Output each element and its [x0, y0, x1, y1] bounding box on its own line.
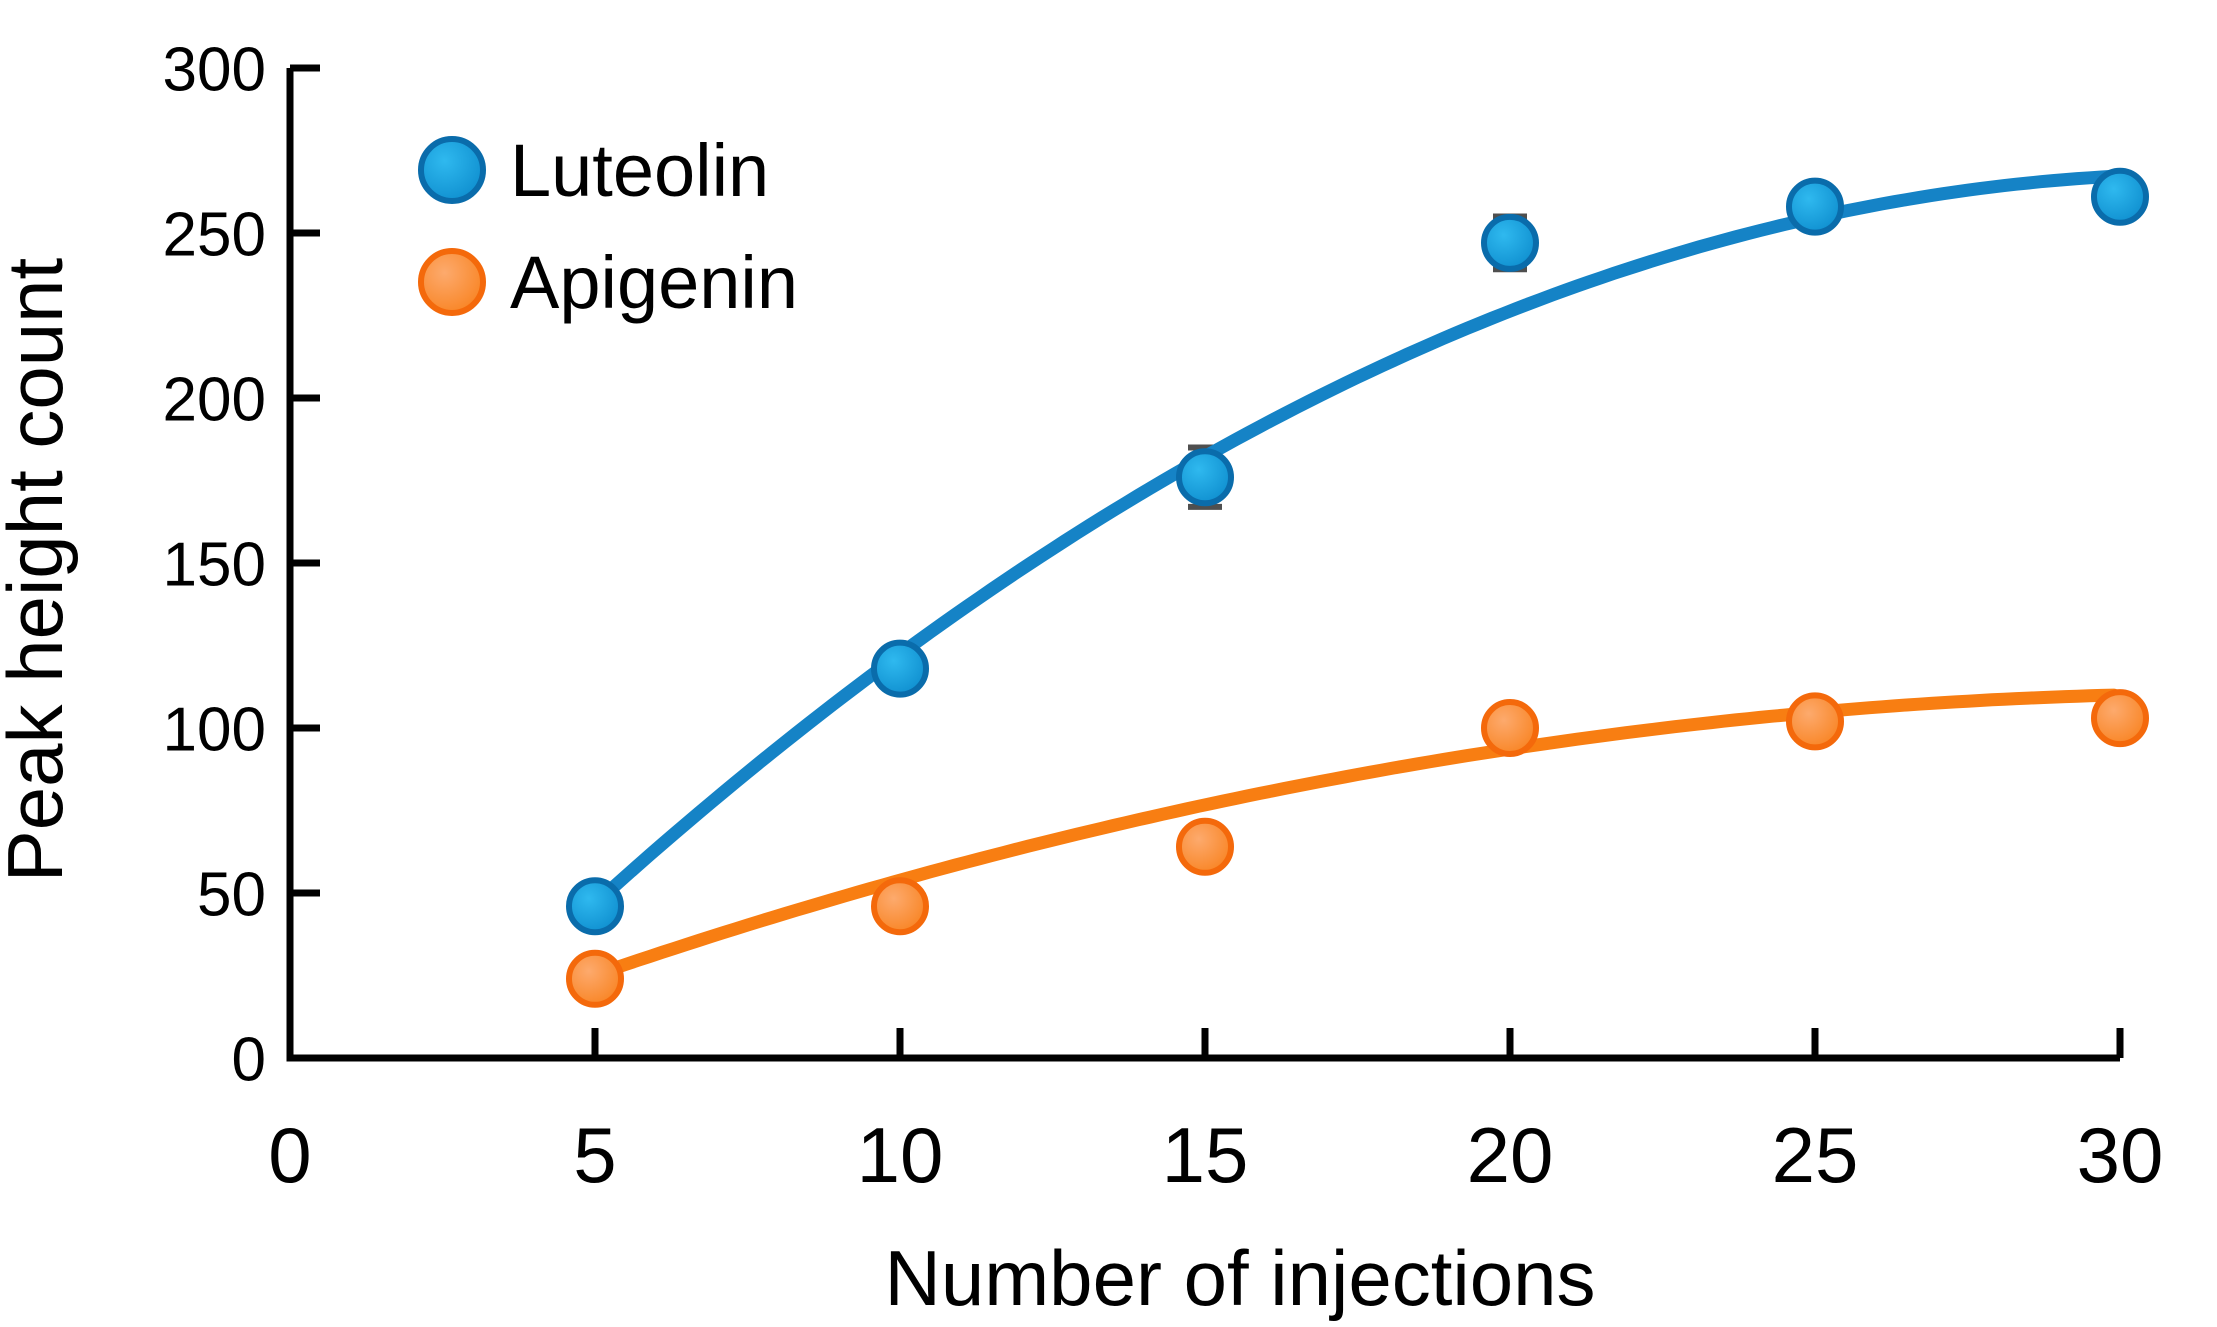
- trend-curve-luteolin: [582, 169, 2121, 916]
- y-tick-label: 0: [232, 1025, 266, 1094]
- legend-marker-luteolin: [418, 136, 486, 204]
- series-points-apigenin: [566, 689, 2149, 1008]
- data-point-luteolin: [871, 639, 929, 698]
- legend-item-luteolin: Luteolin: [418, 129, 769, 212]
- y-tick-labels: 0 50 100 150 200 250 300: [163, 35, 266, 1094]
- data-point-luteolin: [1481, 213, 1539, 272]
- data-point-luteolin: [2091, 167, 2149, 226]
- x-tick-label: 25: [1772, 1111, 1859, 1199]
- data-point-apigenin: [1786, 692, 1844, 751]
- data-point-luteolin: [566, 877, 624, 936]
- y-tick-label: 200: [163, 365, 266, 434]
- x-tick-label: 0: [268, 1111, 311, 1199]
- legend-item-apigenin: Apigenin: [418, 241, 798, 324]
- trend-curve-apigenin: [582, 688, 2121, 984]
- x-tick-label: 20: [1467, 1111, 1554, 1199]
- x-tick-label: 5: [573, 1111, 616, 1199]
- data-point-luteolin: [1786, 177, 1844, 236]
- legend-marker-apigenin: [418, 248, 486, 316]
- y-tick-label: 100: [163, 695, 266, 764]
- data-point-apigenin: [871, 877, 929, 936]
- x-tick-label: 15: [1162, 1111, 1249, 1199]
- data-point-luteolin: [1176, 448, 1234, 507]
- y-axis-title: Peak height count: [0, 257, 79, 882]
- data-point-apigenin: [2091, 689, 2149, 748]
- axes-layer: [286, 64, 2124, 1062]
- y-tick-label: 250: [163, 200, 266, 269]
- x-tick-labels: 0 5 10 15 20 25 30: [268, 1111, 2163, 1199]
- legend-label-apigenin: Apigenin: [510, 241, 798, 324]
- y-tick-label: 150: [163, 530, 266, 599]
- data-point-apigenin: [1176, 817, 1234, 876]
- y-tick-label: 300: [163, 35, 266, 104]
- data-point-apigenin: [1481, 699, 1539, 757]
- series-points-luteolin: [566, 167, 2149, 936]
- legend-label-luteolin: Luteolin: [510, 129, 769, 212]
- y-tick-label: 50: [197, 860, 266, 929]
- x-tick-label: 30: [2077, 1111, 2164, 1199]
- x-axis-title: Number of injections: [885, 1234, 1596, 1322]
- x-tick-label: 10: [857, 1111, 944, 1199]
- data-point-apigenin: [566, 949, 624, 1008]
